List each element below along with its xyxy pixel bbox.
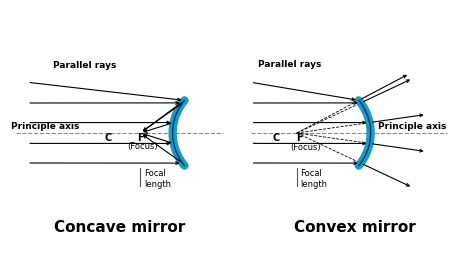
Title: Convex mirror: Convex mirror xyxy=(293,220,415,235)
Text: (Focus): (Focus) xyxy=(128,142,158,151)
Text: Focal
length: Focal length xyxy=(144,169,171,189)
Text: Principle axis: Principle axis xyxy=(378,122,447,131)
Text: Principle axis: Principle axis xyxy=(11,122,80,131)
Title: Concave mirror: Concave mirror xyxy=(54,220,185,235)
Text: Parallel rays: Parallel rays xyxy=(258,60,321,69)
Text: Parallel rays: Parallel rays xyxy=(53,61,117,70)
Text: C: C xyxy=(273,133,280,143)
Text: F: F xyxy=(137,133,144,143)
Text: (Focus): (Focus) xyxy=(291,143,321,152)
Text: Focal
length: Focal length xyxy=(300,169,327,189)
Text: F: F xyxy=(296,133,302,143)
Text: C: C xyxy=(104,133,112,143)
